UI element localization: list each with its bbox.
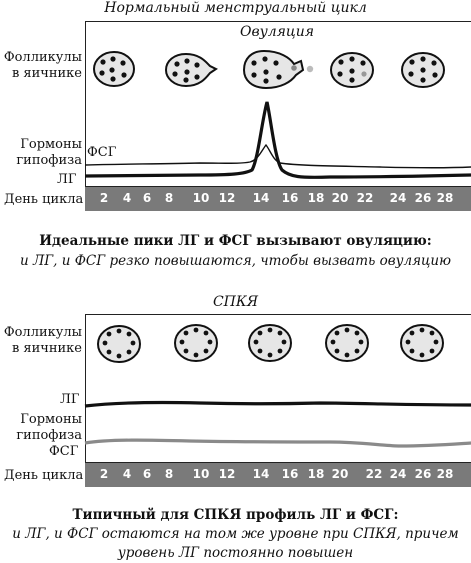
bottom-day-number: 10 [192,467,210,481]
bottom-caption-italic: и ЛГ, и ФСГ остаются на том же уровне пр… [0,525,471,563]
top-day-number: 24 [389,191,407,205]
ovary-pcos-icon [400,324,444,362]
bottom-day-number: 14 [252,467,270,481]
top-day-number: 12 [218,191,236,205]
top-hormones-label-line2: гипофиза [16,153,82,168]
bottom-day-number: 16 [281,467,299,481]
bottom-caption-bold: Типичный для СПКЯ профиль ЛГ и ФСГ: [72,507,399,523]
ovary-pcos-icon [97,325,141,363]
top-follicles-label-line1: Фолликулы [3,50,82,65]
bottom-fsh-label: ФСГ [49,444,79,459]
bottom-day-number: 2 [99,467,109,481]
bottom-day-label: День цикла [4,468,84,483]
ovary-pcos-icon [174,324,218,362]
bottom-hormones-label-line2: гипофиза [16,428,82,443]
bottom-day-number: 8 [164,467,174,481]
bottom-day-number: 12 [218,467,236,481]
bottom-follicles-label-line2: в яичнике [11,341,82,356]
bottom-day-number: 18 [307,467,325,481]
top-lh-label: ЛГ [57,172,77,187]
bottom-follicles-label-line1: Фолликулы [3,325,82,340]
top-day-number: 10 [192,191,210,205]
top-day-number: 14 [252,191,270,205]
top-hormones-label-line1: Гормоны [20,137,82,152]
ovary-follicle-icon [164,52,218,88]
top-hormones-label: Гормоны гипофиза [0,137,82,169]
top-fsh-curve [84,143,471,169]
top-day-number: 20 [331,191,349,205]
bottom-caption-italic-line1: и ЛГ, и ФСГ остаются на том же уровне пр… [12,526,459,542]
bottom-hormones-label: Гормоны гипофиза [0,412,82,444]
bottom-chart-panel [85,314,471,463]
top-day-number: 6 [142,191,152,205]
top-caption-italic: и ЛГ, и ФСГ резко повышаются, чтобы вызв… [19,253,452,269]
ovary-pcos-icon [325,324,369,362]
top-day-number: 28 [436,191,454,205]
bottom-day-bar: 2 4 6 8 10 12 14 16 18 20 22 24 26 28 [85,463,471,487]
bottom-follicles-label: Фолликулы в яичнике [0,325,82,357]
bottom-hormones-label-line1: Гормоны [20,412,82,427]
top-day-number: 8 [164,191,174,205]
top-follicles-label-line2: в яичнике [11,66,82,81]
ovary-pcos-icon [248,324,292,362]
bottom-follicles [97,324,444,363]
top-day-number: 22 [356,191,374,205]
bottom-fsh-curve [84,438,471,448]
top-day-number: 2 [99,191,109,205]
bottom-lh-curve [84,400,471,408]
bottom-day-number: 20 [331,467,349,481]
bottom-day-number: 28 [436,467,454,481]
bottom-day-number: 6 [142,467,152,481]
top-caption-bold: Идеальные пики ЛГ и ФСГ вызывают овуляци… [39,233,432,249]
top-lh-curve [84,101,471,179]
top-chart-panel [85,21,471,187]
bottom-diagram-title: СПКЯ [212,294,259,310]
top-fsh-label: ФСГ [87,145,117,160]
bottom-day-number: 26 [414,467,432,481]
top-day-number: 26 [414,191,432,205]
ovary-follicle-icon [330,52,374,88]
bottom-day-number: 24 [389,467,407,481]
top-day-number: 4 [122,191,132,205]
bottom-caption-italic-line2: уровень ЛГ постоянно повышен [117,545,354,561]
top-day-number: 18 [307,191,325,205]
top-day-number: 16 [281,191,299,205]
bottom-lh-label: ЛГ [60,392,80,407]
top-day-label: День цикла [4,192,84,207]
ovary-ovulating-icon [242,49,314,90]
ovary-follicle-icon [93,51,135,87]
top-diagram-title: Нормальный менструальный цикл [104,0,367,16]
bottom-day-number: 22 [365,467,383,481]
top-day-bar: 2 4 6 8 10 12 14 16 18 20 22 24 26 28 [85,187,471,211]
bottom-day-number: 4 [122,467,132,481]
top-follicles-label: Фолликулы в яичнике [0,50,82,82]
top-follicles [93,49,445,90]
ovulation-label: Овуляция [240,24,314,40]
ovary-follicle-icon [401,52,445,88]
